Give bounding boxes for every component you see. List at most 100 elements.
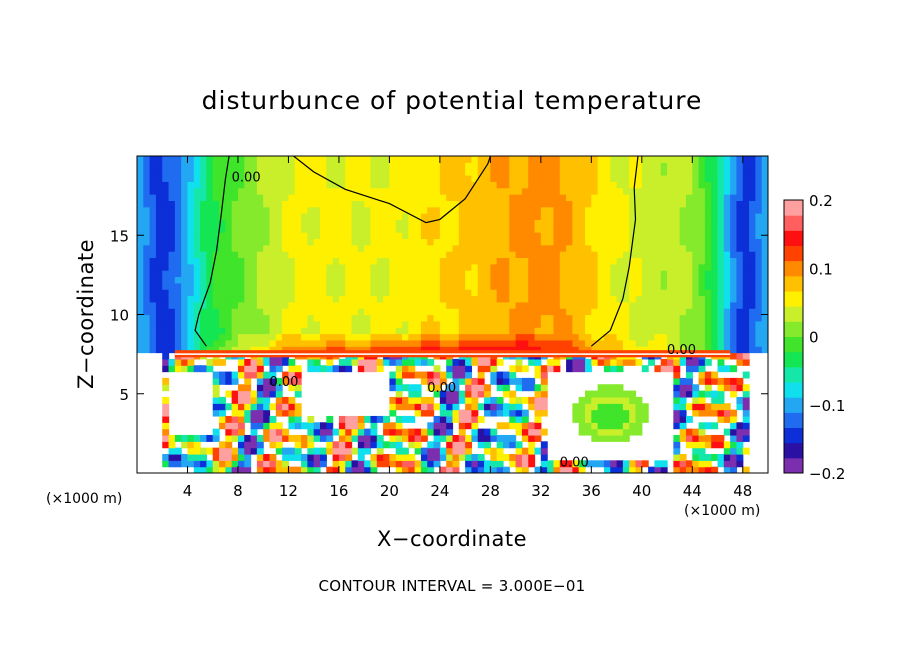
field-cell <box>433 441 441 449</box>
field-cell <box>269 295 277 303</box>
field-cell <box>408 365 416 373</box>
field-cell <box>174 257 182 265</box>
field-cell <box>193 263 201 271</box>
field-cell <box>439 377 447 385</box>
field-cell <box>622 396 630 404</box>
field-cell <box>370 244 378 252</box>
field-cell <box>269 327 277 335</box>
field-cell <box>698 295 706 303</box>
field-cell <box>585 175 592 182</box>
field-cell <box>660 213 668 220</box>
field-cell <box>704 422 712 430</box>
field-cell <box>484 162 491 170</box>
field-cell <box>496 162 504 170</box>
field-cell <box>692 447 700 455</box>
field-cell <box>395 219 403 227</box>
field-cell <box>212 358 220 366</box>
field-cell <box>648 162 656 170</box>
field-cell <box>294 346 302 354</box>
field-cell <box>313 175 321 182</box>
field-cell <box>540 327 548 335</box>
field-cell <box>282 225 290 233</box>
field-cell <box>736 219 744 227</box>
field-cell <box>660 314 668 322</box>
field-cell <box>591 194 599 201</box>
field-cell <box>263 339 271 347</box>
field-cell <box>629 415 637 423</box>
field-cell <box>610 175 618 182</box>
field-cell <box>187 447 195 455</box>
field-cell <box>465 156 473 163</box>
field-cell <box>528 422 536 430</box>
field-cell <box>219 289 226 297</box>
field-cell <box>143 219 151 227</box>
field-cell <box>521 365 529 373</box>
field-cell <box>206 346 214 354</box>
field-cell <box>471 200 479 208</box>
field-cell <box>723 282 731 290</box>
field-cell <box>446 162 454 170</box>
field-cell <box>187 263 195 271</box>
field-cell <box>244 213 252 220</box>
field-cell <box>736 453 744 461</box>
field-cell <box>263 358 271 366</box>
field-cell <box>225 257 233 265</box>
field-cell <box>616 282 624 290</box>
field-cell <box>496 181 504 189</box>
field-cell <box>585 327 592 335</box>
field-cell <box>717 282 725 290</box>
field-cell <box>256 244 264 252</box>
field-cell <box>540 314 548 322</box>
field-cell <box>389 396 397 404</box>
field-cell <box>256 403 264 411</box>
field-cell <box>496 377 504 385</box>
field-cell <box>736 333 744 341</box>
field-cell <box>332 314 340 322</box>
field-cell <box>408 371 416 379</box>
field-cell <box>515 333 523 341</box>
field-cell <box>288 396 296 404</box>
field-cell <box>275 339 283 347</box>
field-cell <box>477 441 485 449</box>
field-cell <box>420 346 428 354</box>
field-cell <box>534 403 542 411</box>
field-cell <box>641 282 649 290</box>
field-cell <box>269 377 277 385</box>
field-cell <box>383 225 390 233</box>
field-cell <box>484 263 491 271</box>
field-cell <box>307 213 315 220</box>
field-cell <box>610 384 618 392</box>
field-cell <box>490 244 498 252</box>
field-cell <box>326 251 334 259</box>
field-cell <box>730 244 738 252</box>
field-cell <box>509 263 517 271</box>
field-cell <box>629 276 637 284</box>
field-cell <box>585 390 592 398</box>
field-cell <box>622 200 630 208</box>
field-cell <box>256 276 264 284</box>
field-cell <box>200 460 208 468</box>
field-cell <box>685 339 693 347</box>
field-cell <box>635 295 643 303</box>
field-cell <box>370 308 378 316</box>
field-cell <box>698 447 706 455</box>
field-cell <box>364 162 372 170</box>
field-cell <box>566 466 573 473</box>
field-cell <box>212 282 220 290</box>
field-cell <box>263 251 271 259</box>
field-cell <box>263 308 271 316</box>
field-cell <box>319 333 327 341</box>
field-cell <box>149 270 157 278</box>
field-cell <box>212 257 220 265</box>
field-cell <box>730 352 738 360</box>
field-cell <box>559 466 567 473</box>
field-cell <box>269 168 277 176</box>
field-cell <box>603 270 611 278</box>
field-cell <box>635 320 643 328</box>
field-cell <box>559 219 567 227</box>
field-cell <box>660 333 668 341</box>
field-cell <box>742 263 750 271</box>
field-cell <box>685 270 693 278</box>
field-cell <box>648 244 656 252</box>
field-cell <box>641 409 649 417</box>
